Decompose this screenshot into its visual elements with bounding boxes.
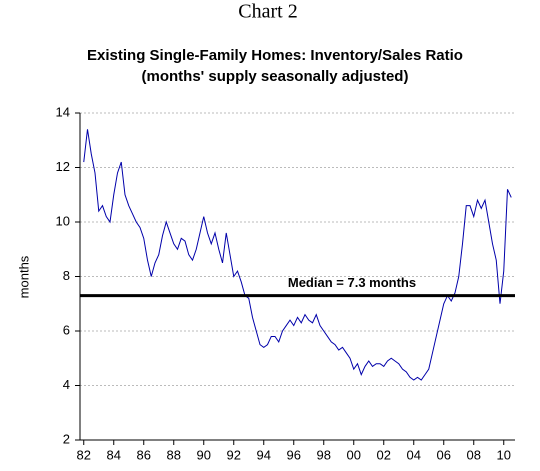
x-tick-label: 88 [167,447,181,462]
x-tick-label: 82 [77,447,91,462]
x-tick-label: 92 [227,447,241,462]
x-tick-label: 10 [497,447,511,462]
y-tick-label: 8 [63,268,70,283]
y-tick-label: 10 [56,213,70,228]
x-tick-label: 02 [377,447,391,462]
x-tick-label: 84 [107,447,121,462]
page-title: Chart 2 [238,1,297,23]
x-tick-label: 08 [467,447,481,462]
y-tick-label: 14 [56,104,70,119]
chart-title: Existing Single-Family Homes: Inventory/… [87,47,463,64]
y-axis-label: months [16,255,31,298]
x-tick-label: 86 [137,447,151,462]
y-tick-label: 2 [63,431,70,446]
x-tick-label: 90 [197,447,211,462]
chart-subtitle: (months' supply seasonally adjusted) [142,68,409,85]
y-tick-label: 6 [63,322,70,337]
x-tick-label: 94 [257,447,271,462]
x-tick-label: 96 [287,447,301,462]
median-annotation: Median = 7.3 months [288,275,416,290]
y-tick-label: 12 [56,159,70,174]
x-tick-label: 04 [407,447,421,462]
y-tick-label: 4 [63,377,70,392]
x-tick-label: 98 [317,447,331,462]
x-tick-label: 06 [437,447,451,462]
data-line [83,129,512,381]
x-tick-label: 00 [347,447,361,462]
